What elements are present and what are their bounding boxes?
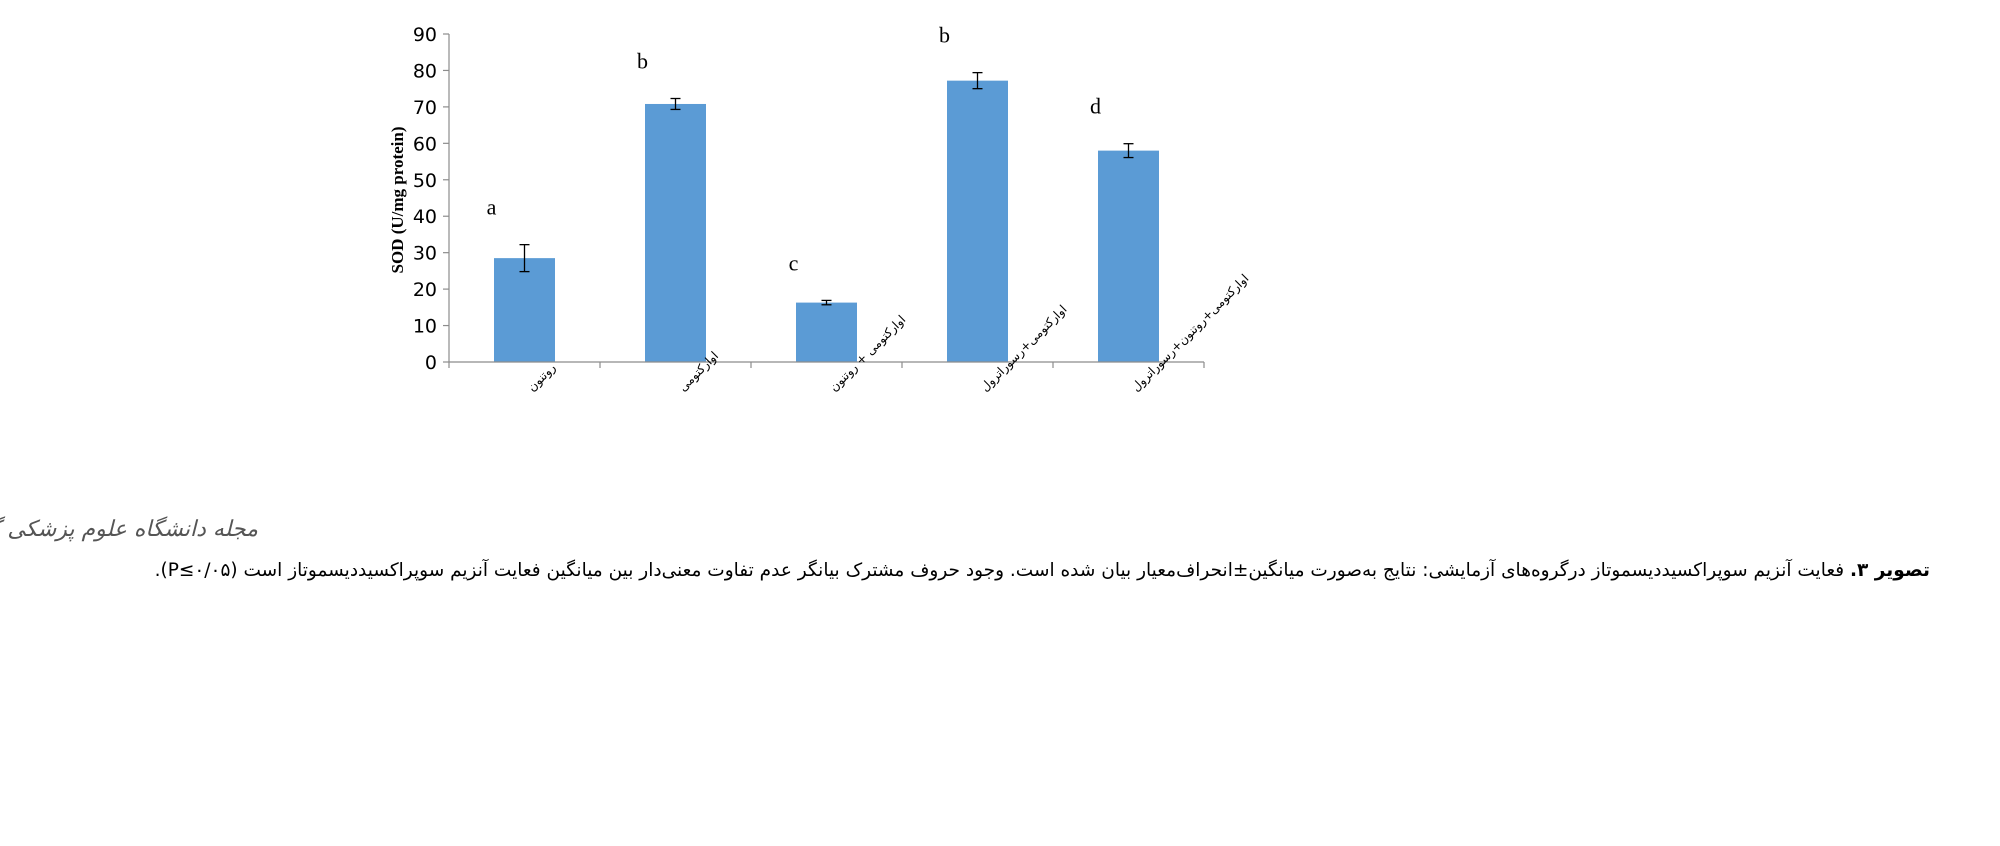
caption-label: تصویر ۳. xyxy=(1850,560,1930,581)
bars-group xyxy=(494,80,1159,363)
axes-group xyxy=(448,34,1204,363)
y-tick-label: 50 xyxy=(413,170,437,192)
bar xyxy=(645,103,706,363)
y-tick-label: 0 xyxy=(425,352,437,374)
y-tick-label: 70 xyxy=(413,97,437,119)
significance-letter: b xyxy=(637,49,648,74)
y-axis-label: SOD (U/mg protein) xyxy=(388,126,407,273)
y-tick-label: 60 xyxy=(413,133,437,155)
bar xyxy=(494,258,555,362)
y-tick-label: 40 xyxy=(413,206,437,228)
error-bars-group xyxy=(519,71,1134,306)
y-tick-label: 20 xyxy=(413,279,437,301)
bar xyxy=(947,80,1008,362)
significance-letters-group: a b c b d xyxy=(487,23,1101,276)
significance-letter: d xyxy=(1090,94,1101,119)
error-bar xyxy=(670,97,681,111)
y-tick-label: 90 xyxy=(413,24,437,46)
y-tick-label: 10 xyxy=(413,316,437,338)
journal-logo: مجله دانشگاه علوم پزشکی گیلان xyxy=(0,517,258,542)
caption-text: فعایت آنزیم سوپراکسیددیسموتاز درگروه‌های… xyxy=(154,560,1850,581)
y-tick-label: 30 xyxy=(413,243,437,265)
bar xyxy=(796,302,857,362)
significance-letter: c xyxy=(789,250,799,275)
significance-letter: a xyxy=(487,195,497,220)
x-ticks-group xyxy=(448,362,1205,368)
significance-letter: b xyxy=(939,23,950,48)
figure-caption: تصویر ۳. فعایت آنزیم سوپراکسیددیسموتاز د… xyxy=(100,553,1930,588)
category-label: روتنون xyxy=(525,360,559,394)
y-tick-label: 80 xyxy=(413,60,437,82)
y-ticks-group: 0 10 20 30 40 50 60 70 80 90 xyxy=(413,24,449,374)
error-bar xyxy=(519,243,530,273)
error-bar xyxy=(821,299,832,306)
error-bar xyxy=(1123,143,1134,159)
bar xyxy=(1098,150,1159,362)
error-bar xyxy=(972,71,983,90)
